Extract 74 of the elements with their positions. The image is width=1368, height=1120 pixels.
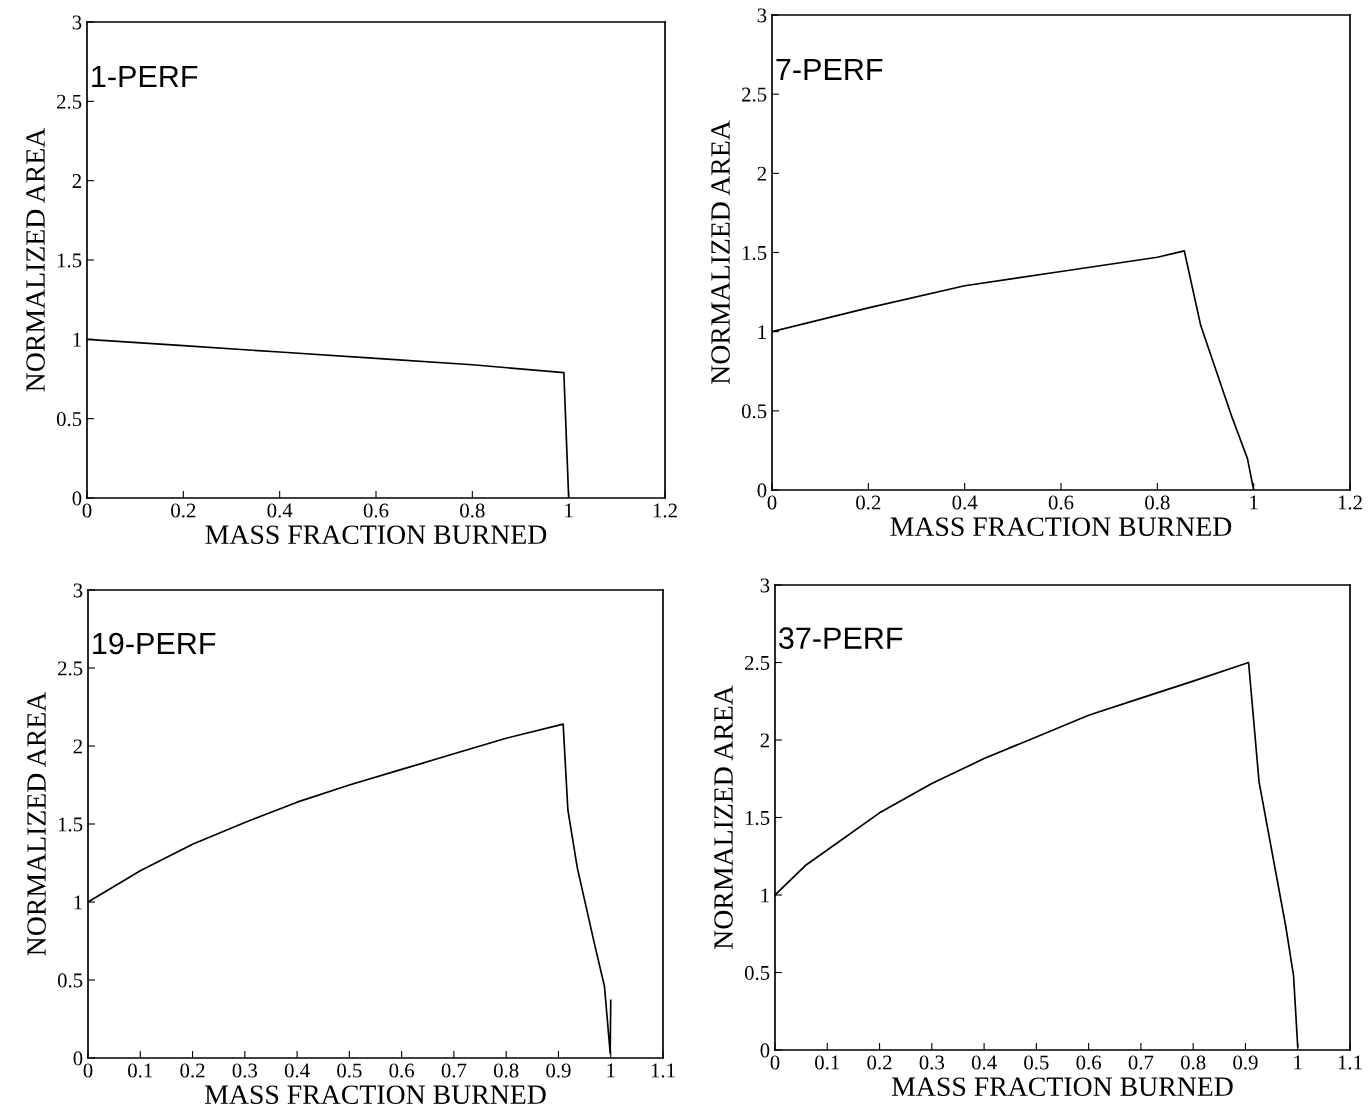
y-tick-label: 0.5 bbox=[56, 412, 82, 427]
x-tick-label: 0.6 bbox=[1048, 495, 1074, 510]
x-tick-label: 0.5 bbox=[337, 1063, 362, 1078]
y-tick-label: 2.5 bbox=[742, 87, 767, 102]
x-tick-label: 0.2 bbox=[867, 1055, 892, 1070]
y-axis-title: NORMALIZED AREA bbox=[26, 127, 45, 392]
x-tick-label: 0.9 bbox=[1233, 1055, 1258, 1070]
x-tick-label: 1.1 bbox=[1338, 1055, 1362, 1070]
x-tick-label: 0.4 bbox=[952, 495, 978, 510]
x-tick-label: 0.2 bbox=[180, 1063, 205, 1078]
x-tick-label: 0.9 bbox=[546, 1063, 571, 1078]
y-tick-label: 3 bbox=[757, 8, 767, 23]
x-tick-label: 1 bbox=[565, 503, 573, 518]
y-tick-label: 1 bbox=[761, 888, 769, 903]
y-tick-label: 1.5 bbox=[742, 245, 767, 261]
x-tick-label: 0.4 bbox=[284, 1063, 310, 1078]
y-axis-title: NORMALIZED AREA bbox=[711, 120, 730, 385]
x-axis-title: MASS FRACTION BURNED bbox=[891, 1077, 1233, 1097]
y-tick-label: 2 bbox=[72, 174, 81, 188]
x-tick-label: 0.5 bbox=[1024, 1055, 1049, 1070]
x-tick-label: 0.8 bbox=[493, 1063, 519, 1078]
annotation: 7-PERF bbox=[776, 58, 883, 80]
y-tick-label: 0 bbox=[757, 483, 767, 498]
x-tick-label: 0.6 bbox=[389, 1063, 415, 1078]
y-tick-label: 0.5 bbox=[57, 973, 83, 988]
x-tick-label: 1.2 bbox=[1338, 495, 1362, 510]
x-tick-label: 0.6 bbox=[1076, 1055, 1102, 1070]
x-tick-label: 0 bbox=[83, 1063, 93, 1078]
x-tick-label: 0.8 bbox=[460, 503, 485, 518]
y-tick-label: 2 bbox=[760, 733, 769, 748]
x-tick-label: 0.1 bbox=[128, 1063, 153, 1078]
y-tick-label: 2.5 bbox=[745, 655, 770, 671]
y-tick-label: 1 bbox=[758, 325, 766, 339]
y-tick-label: 1 bbox=[73, 332, 81, 347]
x-axis-title: MASS FRACTION BURNED bbox=[205, 525, 547, 545]
y-tick-label: 0.5 bbox=[744, 965, 770, 981]
y-tick-label: 0 bbox=[760, 1043, 770, 1058]
y-tick-label: 0.5 bbox=[741, 404, 767, 419]
x-tick-label: 0.3 bbox=[919, 1055, 945, 1070]
y-tick-label: 3 bbox=[73, 583, 83, 598]
x-tick-label: 0.2 bbox=[171, 503, 196, 518]
y-axis-title: NORMALIZED AREA bbox=[27, 691, 46, 956]
annotation: 19-PERF bbox=[93, 632, 216, 655]
x-tick-label: 1 bbox=[1250, 495, 1258, 510]
y-tick-label: 3 bbox=[760, 578, 770, 593]
x-tick-label: 1 bbox=[607, 1063, 615, 1078]
x-tick-label: 0.4 bbox=[971, 1055, 997, 1070]
x-tick-label: 0.4 bbox=[267, 503, 293, 518]
x-tick-label: 1.1 bbox=[651, 1063, 675, 1078]
y-tick-label: 2 bbox=[73, 739, 82, 754]
x-tick-label: 0.6 bbox=[363, 503, 389, 518]
y-tick-label: 1 bbox=[74, 895, 82, 910]
x-axis-title: MASS FRACTION BURNED bbox=[204, 1085, 546, 1105]
x-tick-label: 0.8 bbox=[1180, 1055, 1206, 1070]
annotation: 1-PERF bbox=[92, 66, 198, 88]
y-tick-label: 2.5 bbox=[58, 661, 83, 676]
x-tick-label: 0.1 bbox=[815, 1055, 840, 1070]
x-tick-label: 1.2 bbox=[653, 503, 677, 518]
y-tick-label: 2 bbox=[757, 166, 766, 181]
x-tick-label: 0.7 bbox=[1128, 1055, 1154, 1070]
x-tick-label: 0 bbox=[770, 1055, 780, 1070]
x-tick-label: 1 bbox=[1294, 1055, 1302, 1070]
annotation: 37-PERF bbox=[779, 627, 903, 649]
x-tick-label: 0.7 bbox=[441, 1063, 467, 1078]
y-tick-label: 1.5 bbox=[745, 810, 770, 826]
y-tick-label: 2.5 bbox=[57, 94, 82, 109]
x-tick-label: 0.8 bbox=[1145, 495, 1170, 510]
x-axis-title: MASS FRACTION BURNED bbox=[890, 517, 1232, 537]
y-tick-label: 1.5 bbox=[57, 253, 82, 268]
y-tick-label: 1.5 bbox=[58, 817, 83, 832]
y-tick-label: 3 bbox=[72, 15, 82, 30]
y-axis-title: NORMALIZED AREA bbox=[714, 685, 733, 950]
x-tick-label: 0.3 bbox=[232, 1063, 258, 1078]
x-tick-label: 0.2 bbox=[856, 495, 881, 510]
